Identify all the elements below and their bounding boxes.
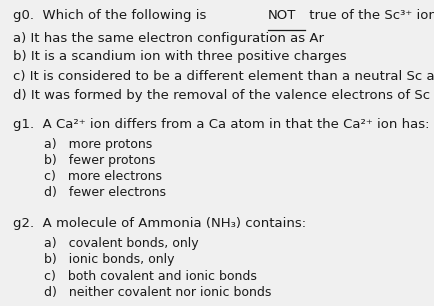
- Text: b)   ionic bonds, only: b) ionic bonds, only: [43, 253, 174, 266]
- Text: d)   neither covalent nor ionic bonds: d) neither covalent nor ionic bonds: [43, 286, 270, 299]
- Text: a)   covalent bonds, only: a) covalent bonds, only: [43, 237, 197, 250]
- Text: a) It has the same electron configuration as Ar: a) It has the same electron configuratio…: [13, 32, 323, 45]
- Text: c)   both covalent and ionic bonds: c) both covalent and ionic bonds: [43, 270, 256, 282]
- Text: c) It is considered to be a different element than a neutral Sc atom: c) It is considered to be a different el…: [13, 70, 434, 83]
- Text: g0.  Which of the following is: g0. Which of the following is: [13, 9, 210, 22]
- Text: g1.  A Ca²⁺ ion differs from a Ca atom in that the Ca²⁺ ion has:: g1. A Ca²⁺ ion differs from a Ca atom in…: [13, 118, 428, 131]
- Text: d) It was formed by the removal of the valence electrons of Sc: d) It was formed by the removal of the v…: [13, 89, 429, 102]
- Text: NOT: NOT: [267, 9, 296, 22]
- Text: a)   more protons: a) more protons: [43, 138, 151, 151]
- Text: d)   fewer electrons: d) fewer electrons: [43, 186, 165, 199]
- Text: g2.  A molecule of Ammonia (NH₃) contains:: g2. A molecule of Ammonia (NH₃) contains…: [13, 217, 306, 230]
- Text: c)   more electrons: c) more electrons: [43, 170, 161, 183]
- Text: b) It is a scandium ion with three positive charges: b) It is a scandium ion with three posit…: [13, 50, 346, 63]
- Text: b)   fewer protons: b) fewer protons: [43, 154, 155, 167]
- Text: true of the Sc³⁺ ion?: true of the Sc³⁺ ion?: [304, 9, 434, 22]
